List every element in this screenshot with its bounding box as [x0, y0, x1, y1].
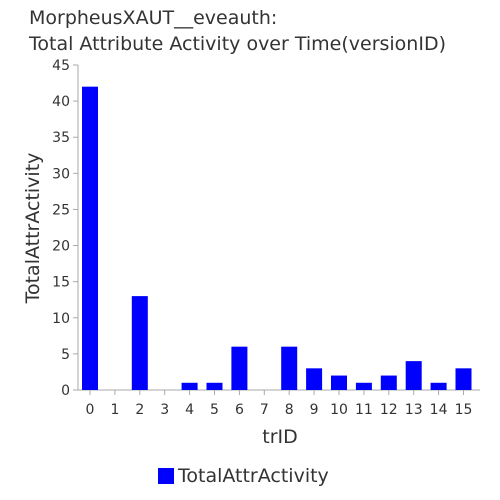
bar — [306, 368, 322, 390]
y-tick-label: 5 — [61, 347, 70, 363]
y-tick-label: 15 — [52, 275, 70, 291]
x-tick-label: 8 — [285, 402, 294, 418]
bar — [207, 383, 223, 390]
bar — [431, 383, 447, 390]
legend-label: TotalAttrActivity — [178, 465, 329, 487]
x-tick-label: 1 — [110, 402, 119, 418]
x-tick-label: 13 — [405, 402, 423, 418]
x-tick-label: 11 — [355, 402, 373, 418]
bar — [406, 361, 422, 390]
y-tick-label: 30 — [52, 166, 70, 182]
bar — [356, 383, 372, 390]
bar — [182, 383, 198, 390]
y-tick-label: 25 — [52, 202, 70, 218]
x-tick-label: 14 — [430, 402, 448, 418]
x-tick-label: 15 — [455, 402, 473, 418]
bar — [231, 347, 247, 390]
y-tick-label: 20 — [52, 239, 70, 255]
y-tick-label: 40 — [52, 94, 70, 110]
y-tick-label: 35 — [52, 130, 70, 146]
legend-swatch — [158, 468, 174, 484]
x-axis-label: trID — [262, 426, 298, 448]
y-tick-label: 10 — [52, 311, 70, 327]
bar — [82, 87, 98, 390]
x-tick-label: 12 — [380, 402, 398, 418]
x-axis: 0 1 2 3 4 5 6 7 8 9 10 11 12 13 14 15 — [78, 390, 480, 418]
bar — [132, 296, 148, 390]
x-tick-label: 10 — [330, 402, 348, 418]
x-tick-label: 5 — [210, 402, 219, 418]
bar — [381, 376, 397, 390]
bar — [281, 347, 297, 390]
y-tick-label: 45 — [52, 58, 70, 74]
x-tick-label: 0 — [86, 402, 95, 418]
x-tick-label: 2 — [135, 402, 144, 418]
x-tick-label: 4 — [185, 402, 194, 418]
legend: TotalAttrActivity — [158, 465, 329, 487]
x-tick-label: 6 — [235, 402, 244, 418]
x-tick-label: 9 — [310, 402, 319, 418]
bars — [82, 87, 472, 390]
x-tick-label: 3 — [160, 402, 169, 418]
x-tick-label: 7 — [260, 402, 269, 418]
y-axis-label: TotalAttrActivity — [22, 153, 44, 305]
bar — [456, 368, 472, 390]
y-axis: 0 5 10 15 20 25 30 35 40 45 — [52, 58, 78, 399]
y-tick-label: 0 — [61, 383, 70, 399]
bar — [331, 376, 347, 390]
